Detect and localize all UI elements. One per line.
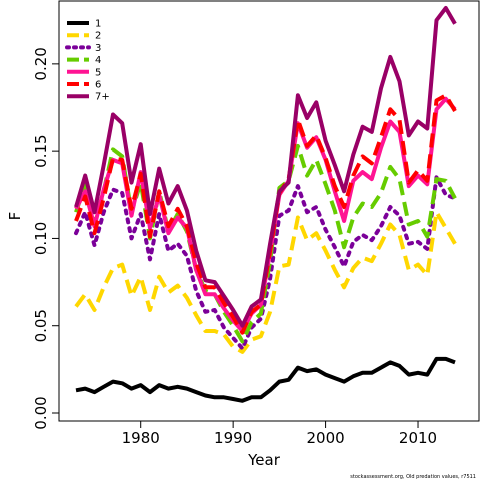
- series-line-2: [74, 210, 457, 354]
- x-tick-label: 1990: [214, 429, 252, 447]
- y-axis-label: F: [6, 212, 24, 221]
- legend-label: 5: [95, 67, 101, 78]
- series-line-3: [74, 175, 457, 351]
- x-tick-label: 2000: [306, 429, 344, 447]
- plot-frame: [58, 0, 480, 422]
- legend-label: 7+: [95, 92, 110, 103]
- series-line-1: [75, 356, 456, 403]
- series-line-7plus: [74, 6, 457, 328]
- y-tick-label: 0.00: [32, 396, 50, 429]
- y-tick-label: 0.10: [32, 222, 50, 255]
- y-tick-label: 0.15: [32, 134, 50, 167]
- x-axis-label: Year: [247, 451, 281, 469]
- axis-layer: 1980 1990 2000 2010 0.00 0.05 0.10 0.15 0.20: [32, 47, 437, 447]
- legend-label: 1: [95, 19, 101, 30]
- legend-label: 3: [95, 43, 101, 54]
- legend-label: 2: [95, 31, 101, 42]
- legend-label: 4: [95, 55, 101, 66]
- y-tick-label: 0.20: [32, 47, 50, 80]
- legend-label: 6: [95, 80, 101, 91]
- x-tick-label: 2010: [399, 429, 437, 447]
- series-layer: [74, 6, 457, 403]
- x-tick-label: 1980: [122, 429, 160, 447]
- credit-text: stockassessment.org, Old predation value…: [350, 474, 476, 480]
- y-tick-label: 0.05: [32, 309, 50, 342]
